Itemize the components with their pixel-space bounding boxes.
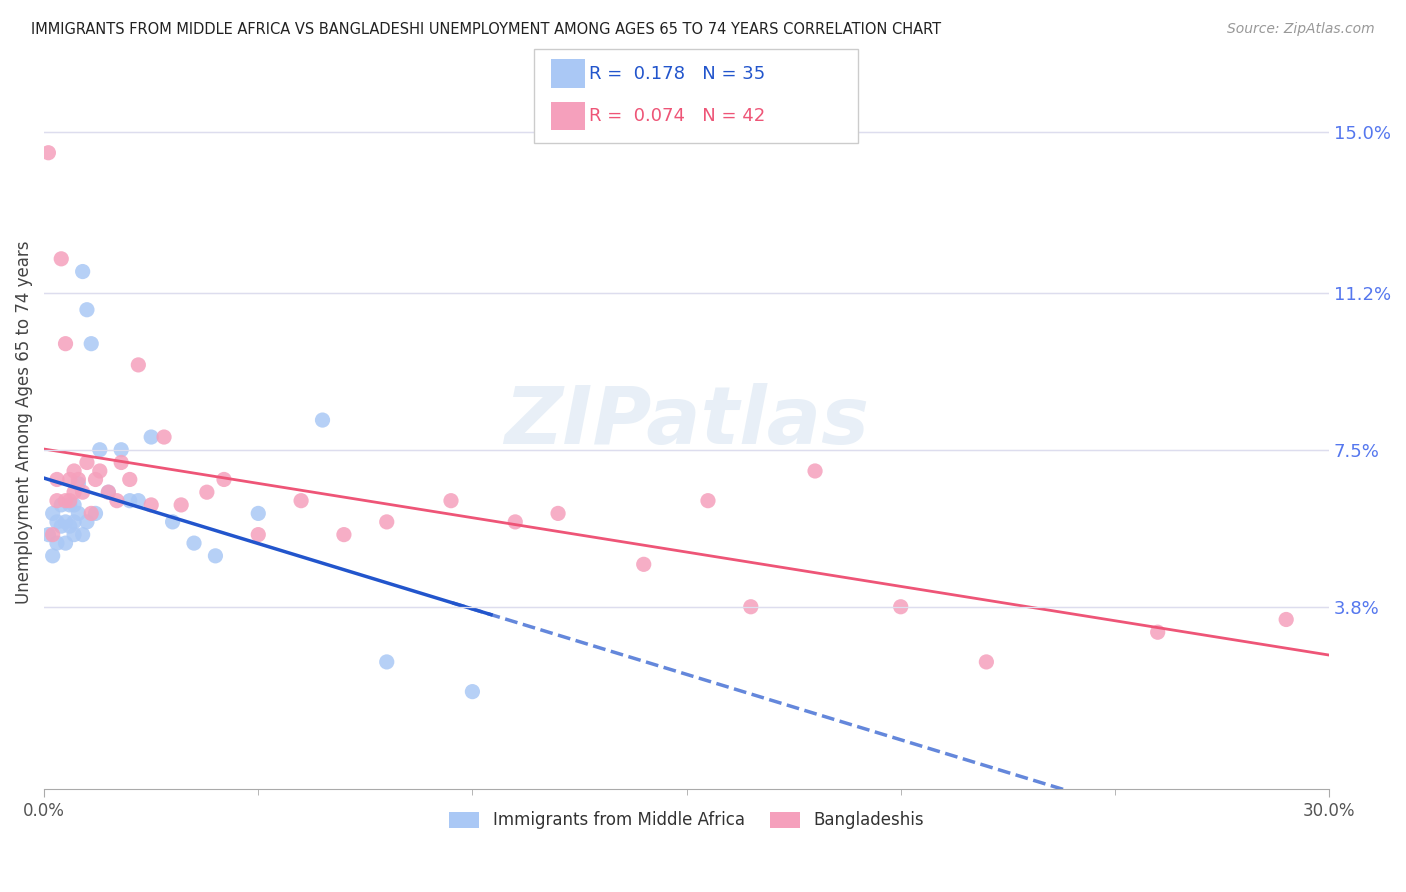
Point: [141, 498, 163, 512]
Point: [46, 473, 69, 487]
Point: [804, 464, 827, 478]
Point: [63, 498, 86, 512]
Point: [55, 493, 77, 508]
Point: [110, 442, 132, 457]
Point: [41, 549, 63, 563]
Point: [37, 527, 59, 541]
Point: [105, 493, 128, 508]
Point: [195, 485, 218, 500]
Point: [72, 485, 94, 500]
Point: [72, 264, 94, 278]
Point: [127, 358, 149, 372]
Point: [170, 498, 193, 512]
Point: [212, 473, 235, 487]
Point: [162, 515, 184, 529]
Point: [63, 485, 86, 500]
Text: Source: ZipAtlas.com: Source: ZipAtlas.com: [1227, 22, 1375, 37]
Text: R =  0.074   N = 42: R = 0.074 N = 42: [589, 107, 765, 125]
Point: [1275, 612, 1298, 626]
Point: [46, 493, 69, 508]
Point: [697, 493, 720, 508]
Text: IMMIGRANTS FROM MIDDLE AFRICA VS BANGLADESHI UNEMPLOYMENT AMONG AGES 65 TO 74 YE: IMMIGRANTS FROM MIDDLE AFRICA VS BANGLAD…: [31, 22, 941, 37]
Point: [89, 464, 111, 478]
Text: R =  0.178   N = 35: R = 0.178 N = 35: [589, 64, 765, 83]
Point: [375, 515, 398, 529]
Point: [89, 442, 111, 457]
Point: [127, 493, 149, 508]
Point: [84, 507, 107, 521]
Point: [46, 515, 69, 529]
Point: [141, 430, 163, 444]
Point: [633, 558, 655, 572]
Point: [55, 336, 77, 351]
Point: [46, 536, 69, 550]
Point: [41, 507, 63, 521]
Point: [80, 507, 103, 521]
Point: [76, 455, 98, 469]
Point: [80, 336, 103, 351]
Point: [247, 527, 270, 541]
Point: [67, 507, 90, 521]
Point: [440, 493, 463, 508]
Point: [890, 599, 912, 614]
Point: [59, 493, 82, 508]
Point: [59, 519, 82, 533]
Point: [311, 413, 333, 427]
Point: [547, 507, 569, 521]
Point: [76, 515, 98, 529]
Point: [110, 455, 132, 469]
Point: [67, 476, 90, 491]
Point: [183, 536, 205, 550]
Point: [59, 473, 82, 487]
Point: [63, 464, 86, 478]
Point: [55, 536, 77, 550]
Y-axis label: Unemployment Among Ages 65 to 74 years: Unemployment Among Ages 65 to 74 years: [15, 241, 32, 604]
Point: [59, 498, 82, 512]
Point: [51, 498, 73, 512]
Point: [41, 527, 63, 541]
Point: [55, 515, 77, 529]
Point: [204, 549, 226, 563]
Point: [461, 684, 484, 698]
Point: [63, 515, 86, 529]
Point: [84, 473, 107, 487]
Point: [153, 430, 176, 444]
Legend: Immigrants from Middle Africa, Bangladeshis: Immigrants from Middle Africa, Banglades…: [443, 805, 931, 836]
Point: [118, 473, 141, 487]
Point: [97, 485, 120, 500]
Point: [67, 473, 90, 487]
Point: [37, 145, 59, 160]
Point: [290, 493, 312, 508]
Point: [1146, 625, 1168, 640]
Point: [51, 519, 73, 533]
Text: ZIPatlas: ZIPatlas: [505, 384, 869, 461]
Point: [97, 485, 120, 500]
Point: [63, 527, 86, 541]
Point: [375, 655, 398, 669]
Point: [76, 302, 98, 317]
Point: [503, 515, 526, 529]
Point: [740, 599, 762, 614]
Point: [51, 252, 73, 266]
Point: [118, 493, 141, 508]
Point: [333, 527, 356, 541]
Point: [72, 527, 94, 541]
Point: [976, 655, 998, 669]
Point: [247, 507, 270, 521]
